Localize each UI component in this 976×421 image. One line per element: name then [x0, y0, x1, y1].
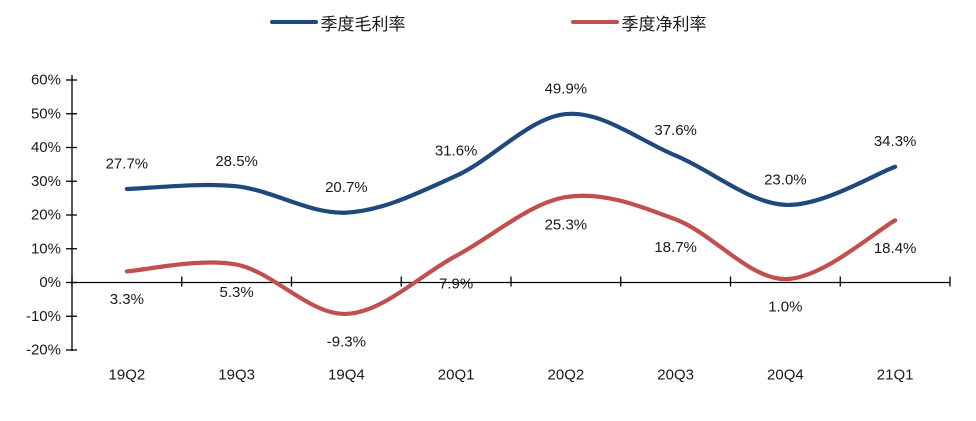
- y-axis-tick-label: 0%: [39, 274, 61, 291]
- data-label-季度净利率-20Q4: 1.0%: [768, 299, 802, 316]
- data-label-季度毛利率-19Q3: 28.5%: [215, 153, 258, 170]
- x-axis-category-label: 20Q1: [438, 367, 475, 384]
- data-label-季度毛利率-19Q2: 27.7%: [106, 156, 149, 173]
- data-label-季度净利率-21Q1: 18.4%: [874, 240, 917, 257]
- x-axis-category-label: 20Q4: [767, 367, 804, 384]
- data-label-季度毛利率-20Q2: 49.9%: [545, 81, 588, 98]
- data-label-季度毛利率-19Q4: 20.7%: [325, 179, 368, 196]
- legend-label-gross-margin: 季度毛利率: [320, 14, 406, 34]
- data-label-季度净利率-19Q3: 5.3%: [220, 284, 254, 301]
- data-label-季度净利率-20Q3: 18.7%: [654, 239, 697, 256]
- y-axis-tick-label: 50%: [31, 105, 61, 122]
- data-label-季度净利率-19Q2: 3.3%: [110, 291, 144, 308]
- y-axis-tick-label: -20%: [26, 342, 61, 359]
- y-axis-tick-label: 10%: [31, 240, 61, 257]
- legend-item-net-margin[interactable]: 季度净利率: [570, 10, 707, 35]
- data-label-季度毛利率-20Q1: 31.6%: [435, 142, 478, 159]
- chart-legend: 季度毛利率 季度净利率: [0, 0, 976, 44]
- legend-line-swatch-net-margin: [570, 19, 619, 25]
- data-label-季度毛利率-20Q4: 23.0%: [764, 171, 807, 188]
- x-axis-category-label: 19Q3: [218, 367, 255, 384]
- data-label-季度毛利率-20Q3: 37.6%: [654, 122, 697, 139]
- legend-item-gross-margin[interactable]: 季度毛利率: [269, 10, 406, 35]
- y-axis-tick-label: 40%: [31, 139, 61, 156]
- data-label-季度净利率-20Q2: 25.3%: [545, 217, 588, 234]
- y-axis-tick-label: -10%: [26, 308, 61, 325]
- y-axis-tick-label: 60%: [31, 72, 61, 89]
- legend-label-net-margin: 季度净利率: [621, 14, 707, 34]
- series-line-1[interactable]: [124, 193, 898, 316]
- data-label-季度净利率-20Q1: 7.9%: [439, 275, 473, 292]
- x-axis-category-label: 19Q2: [109, 367, 146, 384]
- legend-line-swatch-gross-margin: [269, 19, 318, 25]
- x-axis-category-label: 20Q3: [657, 367, 694, 384]
- y-axis-tick-label: 30%: [31, 173, 61, 190]
- data-label-季度毛利率-21Q1: 34.3%: [874, 133, 917, 150]
- data-label-季度净利率-19Q4: -9.3%: [327, 333, 366, 350]
- x-axis-category-label: 20Q2: [548, 367, 585, 384]
- y-axis-tick-label: 20%: [31, 207, 61, 224]
- x-axis-category-label: 21Q1: [877, 367, 914, 384]
- series-line-0[interactable]: [124, 111, 898, 215]
- x-axis-category-label: 19Q4: [328, 367, 365, 384]
